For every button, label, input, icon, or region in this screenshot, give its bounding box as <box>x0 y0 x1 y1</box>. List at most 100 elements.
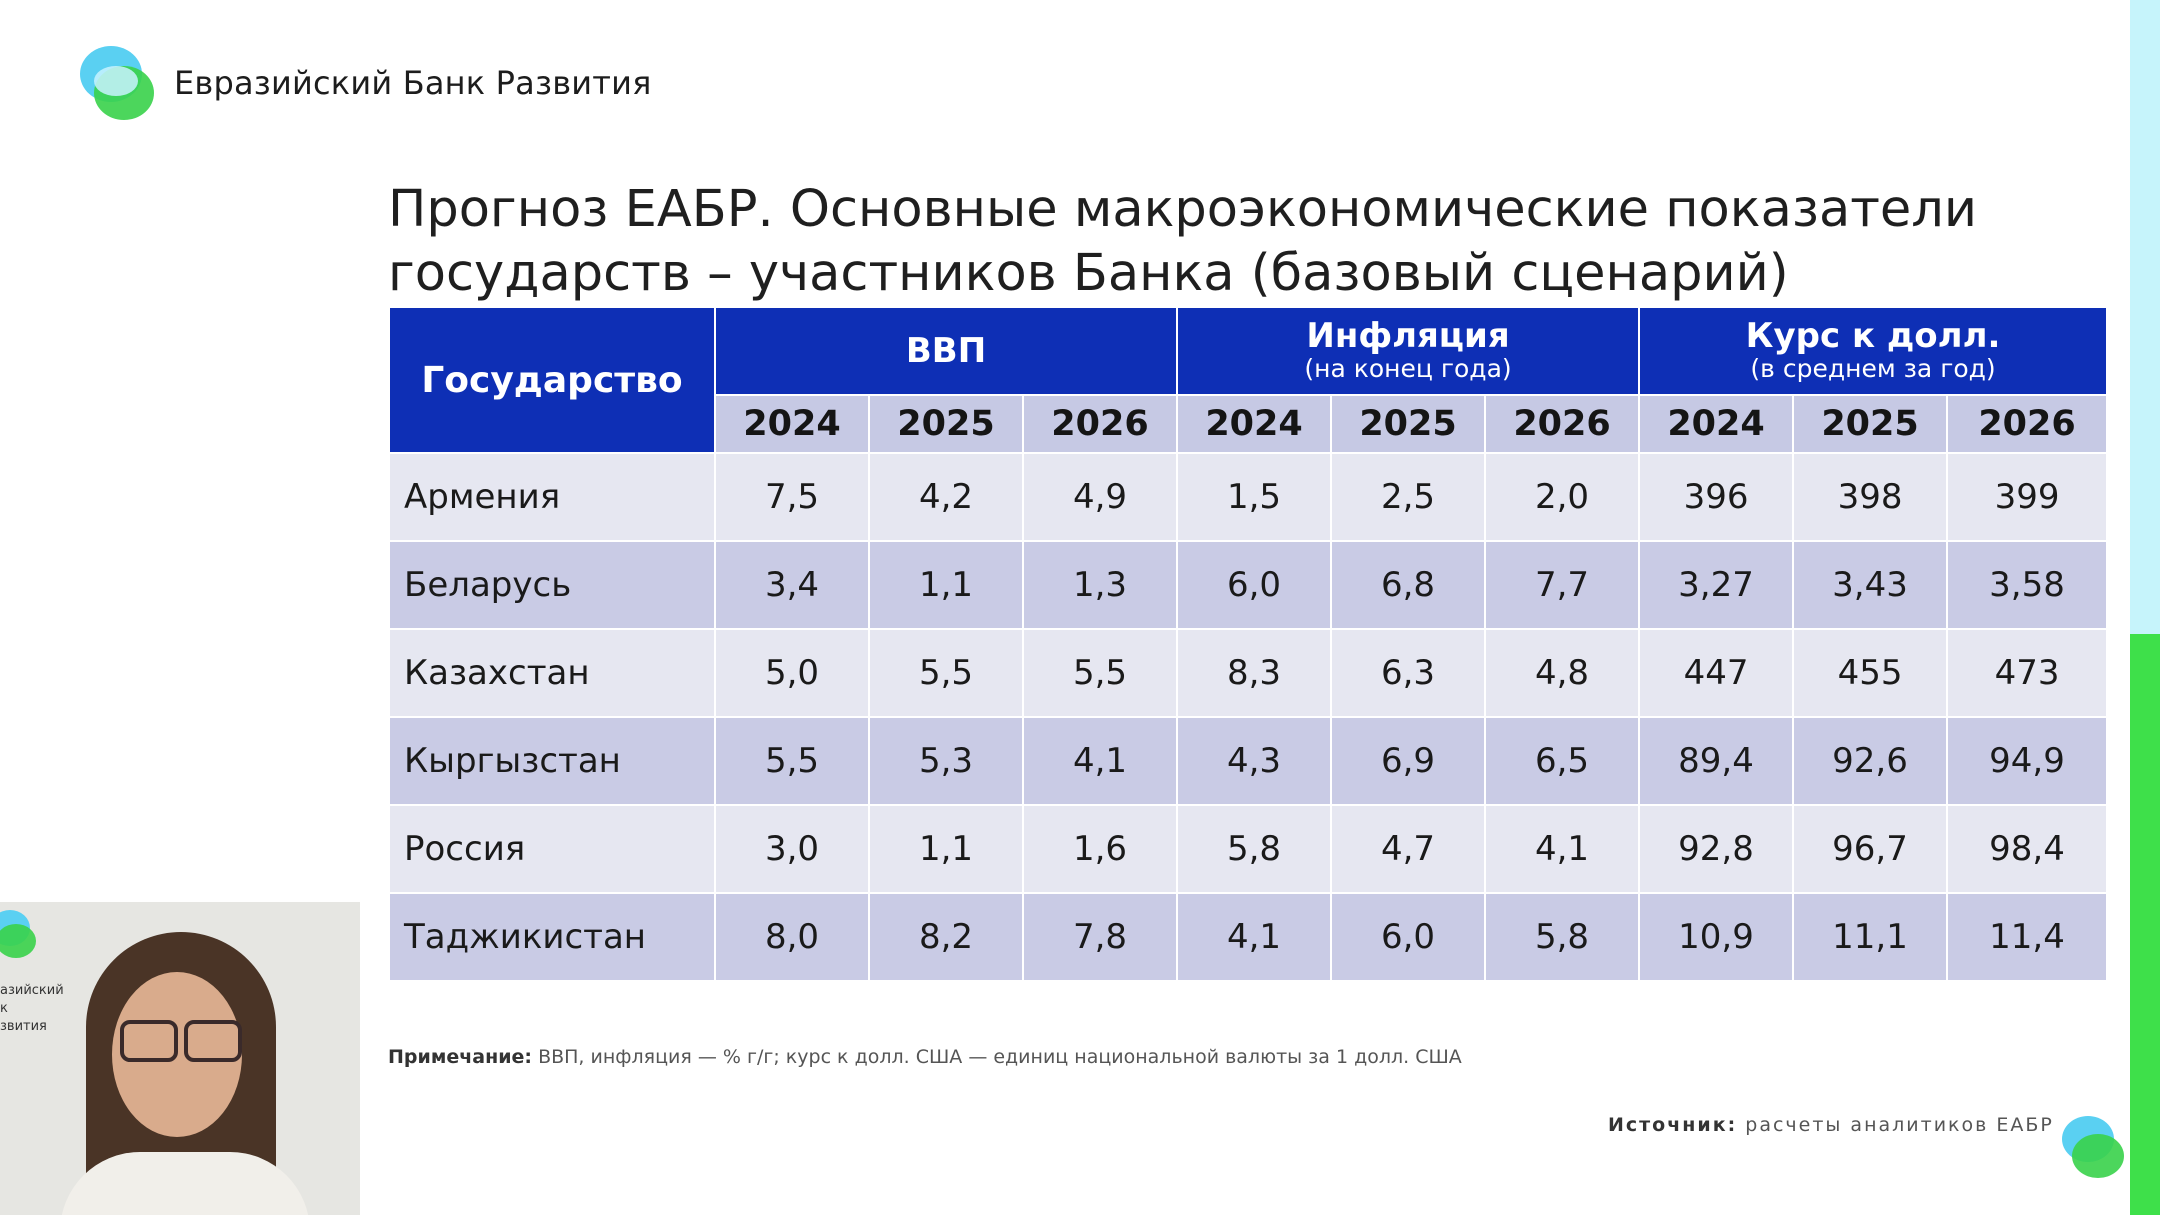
value-cell: 398 <box>1792 452 1949 542</box>
value-cell: 4,1 <box>1484 804 1641 894</box>
value-cell: 3,58 <box>1946 540 2109 630</box>
table-row: Казахстан 5,0 5,5 5,5 8,3 6,3 4,8 447 455 473 <box>388 628 2109 718</box>
slide-title: Прогноз ЕАБР. Основные макроэкономически… <box>388 180 1978 303</box>
value-cell: 2,0 <box>1484 452 1641 542</box>
value-cell: 8,3 <box>1176 628 1333 718</box>
wall-sign-line: азийский <box>0 983 64 998</box>
value-cell: 5,8 <box>1176 804 1333 894</box>
value-cell: 5,5 <box>1021 628 1179 718</box>
value-cell: 5,8 <box>1484 892 1641 982</box>
footnote: Примечание: ВВП, инфляция — % г/г; курс … <box>388 1046 1462 1068</box>
value-cell: 1,1 <box>868 804 1024 894</box>
wall-sign-line: звития <box>0 1019 47 1034</box>
header-gdp: ВВП <box>713 306 1179 396</box>
glasses-icon <box>184 1020 242 1062</box>
header-inflation: Инфляция (на конец года) <box>1176 306 1641 396</box>
country-cell: Таджикистан <box>388 892 716 982</box>
header-inflation-label: Инфляция <box>1306 316 1510 356</box>
year-header: 2025 <box>1330 394 1487 454</box>
wall-logo-icon <box>0 910 40 960</box>
value-cell: 4,3 <box>1176 716 1333 806</box>
value-cell: 447 <box>1638 628 1795 718</box>
value-cell: 455 <box>1792 628 1949 718</box>
value-cell: 6,8 <box>1330 540 1487 630</box>
wall-sign-text: азийский к звития <box>0 982 64 1036</box>
value-cell: 98,4 <box>1946 804 2109 894</box>
value-cell: 3,43 <box>1792 540 1949 630</box>
value-cell: 7,7 <box>1484 540 1641 630</box>
value-cell: 8,2 <box>868 892 1024 982</box>
year-header: 2024 <box>1176 394 1333 454</box>
value-cell: 11,1 <box>1792 892 1949 982</box>
value-cell: 96,7 <box>1792 804 1949 894</box>
year-header: 2025 <box>868 394 1024 454</box>
year-header: 2026 <box>1484 394 1641 454</box>
value-cell: 473 <box>1946 628 2109 718</box>
value-cell: 5,5 <box>868 628 1024 718</box>
value-cell: 396 <box>1638 452 1795 542</box>
value-cell: 3,0 <box>714 804 870 894</box>
value-cell: 1,6 <box>1021 804 1179 894</box>
edge-stripe-green <box>2130 634 2160 1215</box>
year-header: 2026 <box>1021 394 1179 454</box>
header-exchange-rate-sub: (в среднем за год) <box>1750 354 1996 383</box>
value-cell: 5,5 <box>714 716 870 806</box>
value-cell: 7,5 <box>714 452 870 542</box>
value-cell: 4,1 <box>1176 892 1333 982</box>
footnote-label: Примечание: <box>388 1046 533 1068</box>
value-cell: 4,7 <box>1330 804 1487 894</box>
webcam-overlay: азийский к звития <box>0 902 360 1215</box>
table-row: Таджикистан 8,0 8,2 7,8 4,1 6,0 5,8 10,9 11,1 11,… <box>388 892 2109 982</box>
header-exchange-rate-label: Курс к долл. <box>1745 316 2001 356</box>
header-gdp-label: ВВП <box>905 331 987 371</box>
edge-stripe-cyan <box>2130 0 2160 634</box>
value-cell: 6,0 <box>1176 540 1333 630</box>
value-cell: 4,1 <box>1021 716 1179 806</box>
value-cell: 3,4 <box>714 540 870 630</box>
wall-sign-line: к <box>0 1001 8 1016</box>
country-cell: Россия <box>388 804 716 894</box>
value-cell: 4,9 <box>1021 452 1179 542</box>
value-cell: 11,4 <box>1946 892 2109 982</box>
value-cell: 4,2 <box>868 452 1024 542</box>
value-cell: 7,8 <box>1021 892 1179 982</box>
value-cell: 89,4 <box>1638 716 1795 806</box>
value-cell: 8,0 <box>714 892 870 982</box>
header-exchange-rate: Курс к долл. (в среднем за год) <box>1638 306 2109 396</box>
value-cell: 399 <box>1946 452 2109 542</box>
table-body: Армения 7,5 4,2 4,9 1,5 2,5 2,0 396 398 399 Белару… <box>388 452 2109 982</box>
country-cell: Армения <box>388 452 716 542</box>
year-header: 2024 <box>714 394 870 454</box>
table-row: Россия 3,0 1,1 1,6 5,8 4,7 4,1 92,8 96,7 98,4 <box>388 804 2109 894</box>
country-cell: Беларусь <box>388 540 716 630</box>
table-row: Кыргызстан 5,5 5,3 4,1 4,3 6,9 6,5 89,4 92,6 94,9 <box>388 716 2109 806</box>
year-header: 2026 <box>1946 394 2109 454</box>
forecast-table: Государство ВВП Инфляция (на конец года)… <box>388 306 2109 982</box>
value-cell: 6,3 <box>1330 628 1487 718</box>
corner-logo-icon <box>2062 1116 2126 1180</box>
value-cell: 94,9 <box>1946 716 2109 806</box>
value-cell: 6,9 <box>1330 716 1487 806</box>
header-state: Государство <box>388 306 716 454</box>
value-cell: 2,5 <box>1330 452 1487 542</box>
value-cell: 6,0 <box>1330 892 1487 982</box>
country-cell: Кыргызстан <box>388 716 716 806</box>
value-cell: 5,3 <box>868 716 1024 806</box>
glasses-icon <box>120 1020 178 1062</box>
year-header: 2024 <box>1638 394 1795 454</box>
year-header: 2025 <box>1792 394 1949 454</box>
presenter-shirt <box>60 1152 310 1215</box>
value-cell: 92,8 <box>1638 804 1795 894</box>
value-cell: 3,27 <box>1638 540 1795 630</box>
value-cell: 10,9 <box>1638 892 1795 982</box>
table-row: Армения 7,5 4,2 4,9 1,5 2,5 2,0 396 398 399 <box>388 452 2109 542</box>
value-cell: 5,0 <box>714 628 870 718</box>
header-inflation-sub: (на конец года) <box>1304 354 1512 383</box>
footnote-text: ВВП, инфляция — % г/г; курс к долл. США … <box>532 1046 1462 1068</box>
bank-name: Евразийский Банк Развития <box>174 64 652 102</box>
source-label: Источник: <box>1608 1114 1738 1136</box>
table-row: Беларусь 3,4 1,1 1,3 6,0 6,8 7,7 3,27 3,43 3,58 <box>388 540 2109 630</box>
source-text: расчеты аналитиков ЕАБР <box>1737 1114 2054 1136</box>
value-cell: 92,6 <box>1792 716 1949 806</box>
